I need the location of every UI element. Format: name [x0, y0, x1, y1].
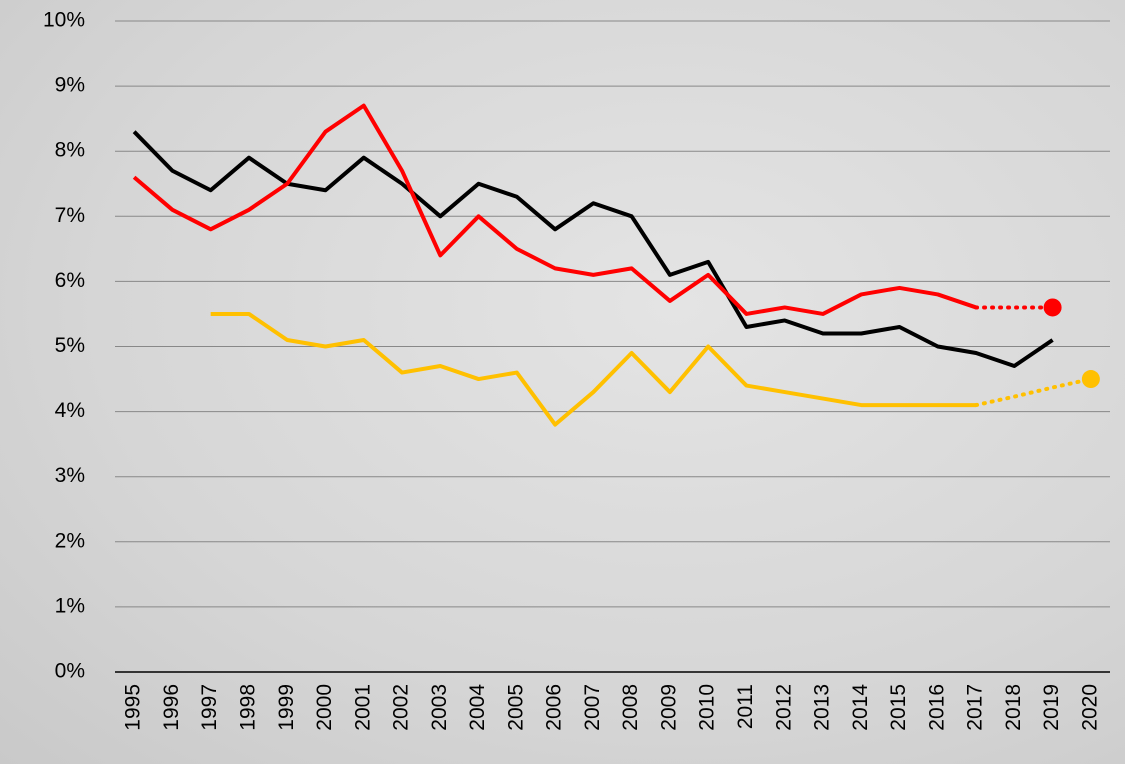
x-tick-label: 1997 [198, 684, 221, 731]
series-line [134, 106, 976, 314]
end-marker [1044, 298, 1062, 316]
x-tick-label: 2017 [964, 684, 987, 731]
x-tick-label: 2013 [811, 684, 834, 731]
y-tick-label: 2% [55, 529, 85, 552]
y-tick-label: 0% [55, 660, 85, 683]
x-tick-label: 2012 [772, 684, 795, 731]
x-tick-label: 2005 [504, 684, 527, 731]
x-tick-label: 1995 [122, 684, 145, 731]
x-tick-label: 2018 [1002, 684, 1025, 731]
x-tick-label: 2003 [428, 684, 451, 731]
y-tick-label: 4% [55, 399, 85, 422]
x-tick-label: 2004 [466, 684, 489, 731]
x-tick-label: 2000 [313, 684, 336, 731]
x-tick-label: 2007 [581, 684, 604, 731]
x-tick-label: 2011 [734, 684, 757, 729]
projection-line [976, 379, 1091, 405]
x-tick-label: 2016 [925, 684, 948, 731]
series-line [211, 314, 976, 425]
x-tick-label: 2020 [1078, 684, 1101, 731]
y-tick-label: 7% [55, 204, 85, 227]
x-tick-label: 2009 [657, 684, 680, 731]
x-tick-label: 2014 [849, 684, 872, 731]
x-tick-label: 1998 [236, 684, 259, 731]
x-tick-label: 2002 [390, 684, 413, 731]
x-tick-label: 2019 [1040, 684, 1063, 731]
y-tick-label: 6% [55, 269, 85, 292]
x-tick-label: 2006 [543, 684, 566, 731]
chart: 0% 1% 2% 3% 4% 5% 6% 7% 8% 9% 10% 1995 1996 1997 1998 1… [0, 0, 1125, 764]
x-tick-label: 2010 [696, 684, 719, 731]
y-tick-label: 9% [55, 74, 85, 97]
end-marker [1082, 370, 1100, 388]
y-tick-label: 5% [55, 334, 85, 357]
x-tick-label: 2008 [619, 684, 642, 731]
x-tick-label: 1999 [275, 684, 298, 731]
x-tick-label: 2015 [887, 684, 910, 731]
x-tick-label: 1996 [160, 684, 183, 731]
y-tick-label: 8% [55, 139, 85, 162]
y-tick-label: 1% [55, 594, 85, 617]
y-tick-label: 3% [55, 464, 85, 487]
x-tick-label: 2001 [351, 684, 374, 731]
y-tick-label: 10% [43, 9, 85, 32]
